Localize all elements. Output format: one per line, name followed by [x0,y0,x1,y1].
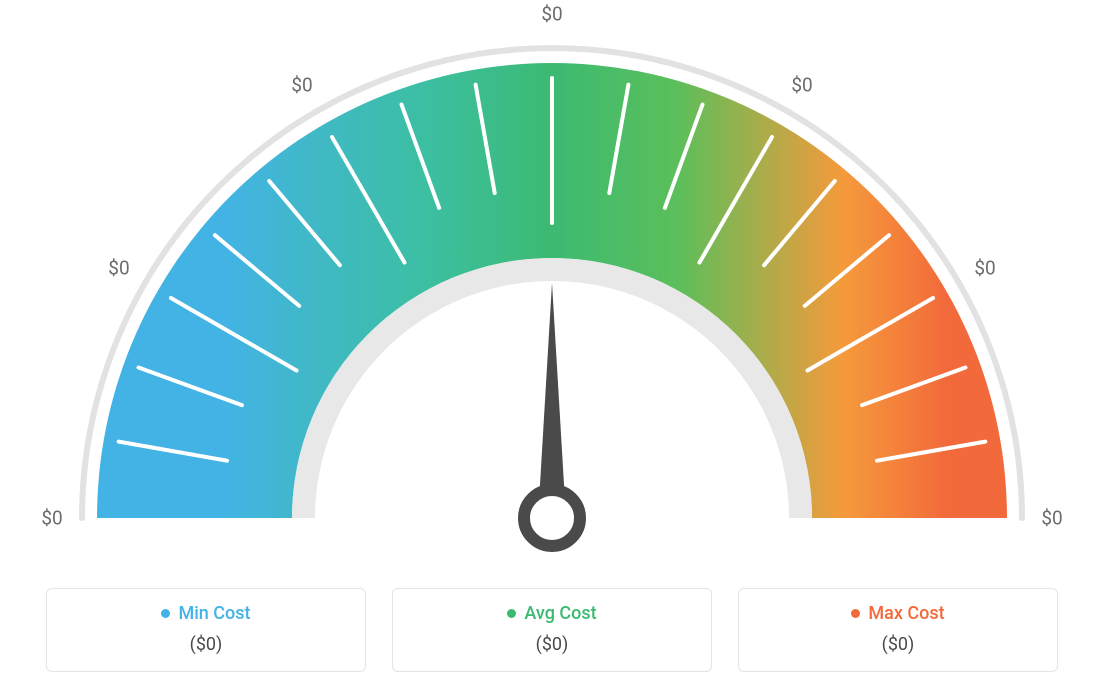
legend-row: Min Cost ($0) Avg Cost ($0) Max Cost ($0… [46,588,1058,672]
legend-dot-avg [507,609,516,618]
legend-label-min: Min Cost [178,603,250,624]
gauge-tick-label: $0 [1041,507,1062,530]
gauge-tick-label: $0 [791,73,812,96]
gauge-tick-label: $0 [291,73,312,96]
gauge-svg [32,8,1072,568]
legend-value-min: ($0) [57,634,355,655]
legend-value-max: ($0) [749,634,1047,655]
legend-label-max: Max Cost [868,603,944,624]
legend-card-min: Min Cost ($0) [46,588,366,672]
legend-dot-max [851,609,860,618]
gauge-tick-label: $0 [108,257,129,280]
gauge-tick-label: $0 [541,3,562,26]
gauge-chart: $0$0$0$0$0$0$0 [0,8,1104,568]
gauge-tick-label: $0 [974,257,995,280]
legend-dot-min [161,609,170,618]
legend-card-max: Max Cost ($0) [738,588,1058,672]
legend-card-avg: Avg Cost ($0) [392,588,712,672]
gauge-tick-label: $0 [41,507,62,530]
legend-value-avg: ($0) [403,634,701,655]
legend-label-avg: Avg Cost [524,603,596,624]
